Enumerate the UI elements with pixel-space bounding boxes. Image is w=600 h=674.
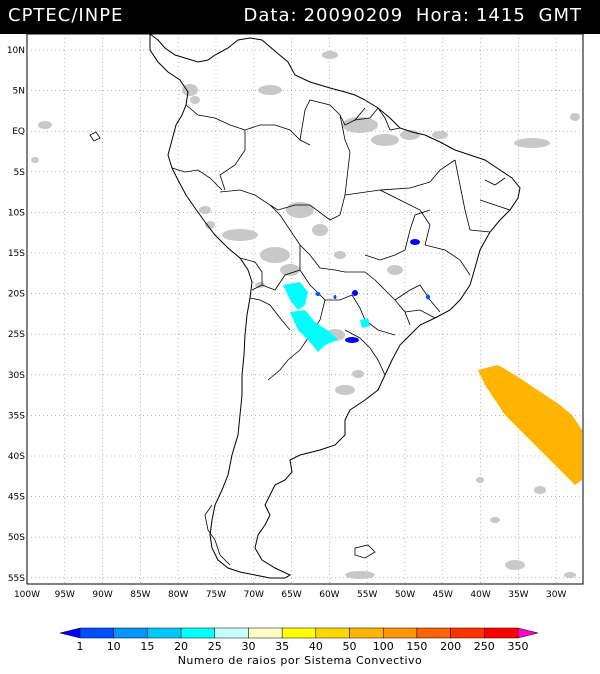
system-cyan-south: [290, 310, 338, 352]
lon-label: 85W: [130, 590, 150, 600]
legend-tick-label: 350: [508, 640, 529, 653]
cloud-patches: [31, 51, 580, 579]
legend-swatch: [248, 627, 283, 639]
lon-label: 45W: [433, 590, 453, 600]
lon-label: 50W: [395, 590, 415, 600]
lat-label: 55S: [8, 574, 25, 584]
lat-label: 50S: [8, 533, 25, 543]
lat-label: 5S: [14, 168, 26, 178]
legend-tick-label: 150: [406, 640, 427, 653]
continent-outline: [149, 33, 521, 579]
lon-label: 35W: [508, 590, 528, 600]
legend-tick-label: 50: [343, 640, 357, 653]
data-value: 20090209: [303, 5, 404, 26]
lat-label: 10N: [7, 46, 25, 56]
system-blue-2: [315, 292, 321, 296]
legend-arrow-right: [517, 627, 539, 639]
lon-label: 65W: [281, 590, 301, 600]
system-orange-atlantic: [478, 365, 582, 485]
lon-label: 90W: [92, 590, 112, 600]
legend-tick-label: 1: [77, 640, 84, 653]
legend-arrow-left: [59, 627, 81, 639]
lon-label: 95W: [55, 590, 75, 600]
hora-label: Hora:: [415, 5, 470, 26]
lon-label: 75W: [206, 590, 226, 600]
lon-label: 55W: [357, 590, 377, 600]
lat-label: 30S: [8, 371, 25, 381]
title-bar: CPTEC/INPE Data: 20090209 Hora: 1415 GMT: [0, 0, 600, 34]
legend-swatch: [416, 627, 451, 639]
legend-swatch: [450, 627, 485, 639]
system-blue-5: [410, 239, 420, 245]
legend-swatch: [382, 627, 418, 639]
tz-label: GMT: [538, 5, 582, 26]
legend-tick-label: 30: [241, 640, 255, 653]
legend-tick-label: 35: [275, 640, 289, 653]
lon-label: 100W: [14, 590, 40, 600]
source-label: CPTEC/INPE: [8, 5, 124, 26]
lat-label: 25S: [8, 330, 25, 340]
legend-tick-label: 250: [474, 640, 495, 653]
lat-label: 10S: [8, 208, 25, 218]
system-blue-1: [345, 337, 359, 343]
legend-colorbar: 1 10 15 20 25 30 35 40 50 100 150 200 250 350: [59, 627, 539, 653]
islands: [89, 131, 376, 566]
legend-swatch: [180, 627, 216, 639]
legend-swatch: [214, 627, 249, 639]
system-cyan-north: [283, 282, 308, 310]
legend-tick-label: 15: [140, 640, 154, 653]
system-blue-3: [333, 295, 337, 299]
graticule: 10N 5N EQ 5S 10S 15S 20S 25S 30S 35S 40S 45S 50S 55S 1…: [7, 34, 583, 600]
convective-systems: [283, 239, 582, 485]
lat-label: 40S: [8, 452, 25, 462]
map-frame: [26, 33, 584, 585]
data-label: Data:: [243, 5, 298, 26]
lon-label: 30W: [546, 590, 566, 600]
lon-label: 60W: [319, 590, 339, 600]
legend-swatch: [484, 627, 519, 639]
timestamp: Data: 20090209 Hora: 1415 GMT: [238, 5, 582, 26]
legend-tick-label: 40: [309, 640, 323, 653]
legend-swatch: [113, 627, 148, 639]
legend-tick-label: 25: [208, 640, 222, 653]
system-blue-6: [426, 294, 430, 300]
legend-tick-label: 20: [174, 640, 188, 653]
lat-label: 15S: [8, 249, 25, 259]
legend-swatch: [315, 627, 350, 639]
lat-label: 20S: [8, 290, 25, 300]
hora-value: 1415: [475, 5, 526, 26]
lat-label: 5N: [13, 87, 25, 97]
legend-swatch: [147, 627, 182, 639]
legend-swatch: [349, 627, 384, 639]
lat-label: 45S: [8, 493, 25, 503]
lon-label: 80W: [168, 590, 188, 600]
lat-label: EQ: [12, 127, 25, 137]
lat-label: 35S: [8, 411, 25, 421]
lon-label: 40W: [470, 590, 490, 600]
lon-label: 70W: [244, 590, 264, 600]
legend-swatch: [281, 627, 317, 639]
legend-tick-label: 100: [373, 640, 394, 653]
system-blue-4: [352, 290, 358, 296]
legend-title: Numero de raios por Sistema Convectivo: [177, 654, 423, 667]
legend-tick-label: 10: [107, 640, 121, 653]
system-cyan-small: [360, 318, 370, 328]
legend-swatch: [79, 627, 114, 639]
legend-tick-label: 200: [440, 640, 461, 653]
